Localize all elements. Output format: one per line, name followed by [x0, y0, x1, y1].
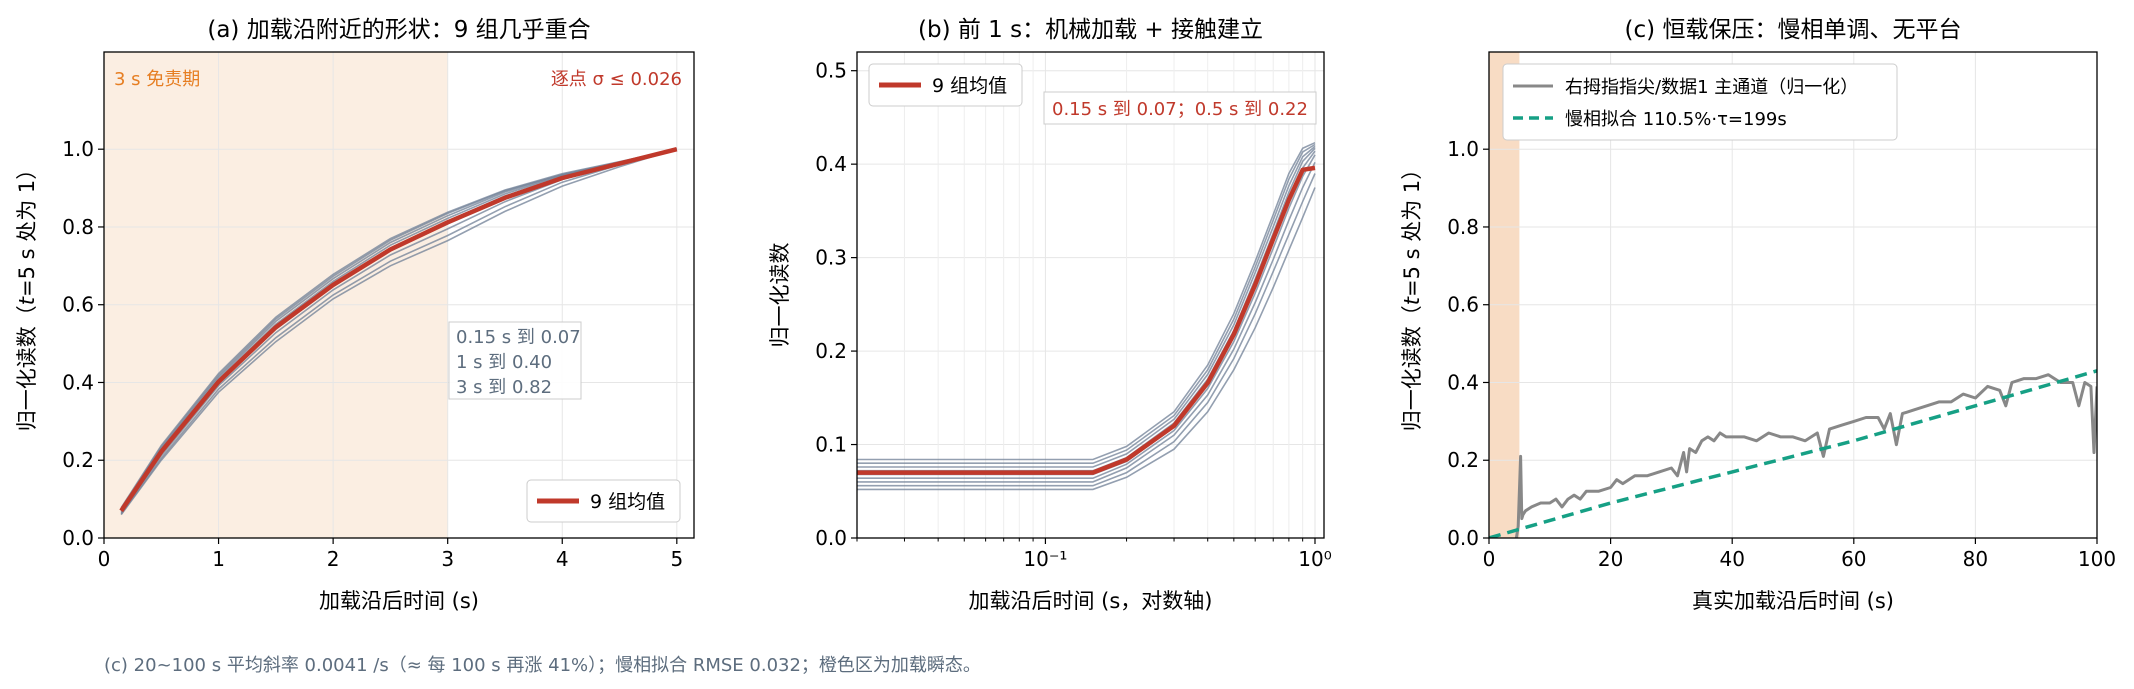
panel-title: (b) 前 1 s：机械加载 + 接触建立	[918, 17, 1263, 43]
y-tick-label: 0.4	[62, 370, 94, 394]
y-tick-label: 0.2	[62, 448, 94, 472]
corner-note-box	[1043, 91, 1317, 125]
raw-line	[1514, 373, 2097, 538]
panel-c: 0.0 0.2 0.4 0.6 0.8 1.0 0 20 40 60 80 100 (c) 恒载保压：慢…	[1400, 17, 2116, 613]
legend-box	[526, 479, 681, 523]
annotation-line: 1 s 到 0.40	[456, 352, 552, 373]
legend-box	[868, 63, 1023, 107]
group-line	[857, 143, 1316, 465]
mean-line	[857, 165, 1316, 475]
legend-label: 右拇指指尖/数据1 主通道（归一化）	[1565, 77, 1858, 98]
fit-line	[1489, 369, 2097, 538]
x-tick-label: 1	[212, 547, 225, 571]
y-tick-label: 0.8	[1447, 215, 1479, 239]
corner-note: 0.15 s 到 0.07；0.5 s 到 0.22	[1052, 99, 1308, 120]
y-tick-label: 0.3	[815, 246, 847, 270]
x-tick-label: 2	[327, 547, 340, 571]
y-tick-label: 1.0	[62, 137, 94, 161]
footnote: (c) 20~100 s 平均斜率 0.0041 /s（≈ 每 100 s 再涨…	[104, 655, 981, 676]
y-axis-label: 归一化读数	[768, 243, 792, 348]
annotation-line: 0.15 s 到 0.07	[456, 327, 581, 348]
y-tick-label: 0.6	[1447, 293, 1479, 317]
legend-label: 9 组均值	[590, 491, 665, 513]
x-tick-label: 100	[2078, 547, 2116, 571]
legend-label: 9 组均值	[932, 75, 1007, 97]
plot-frame	[103, 51, 695, 539]
group-line	[120, 148, 677, 509]
x-tick-label: 20	[1598, 547, 1623, 571]
mean-line	[119, 147, 678, 513]
x-tick-label: 3	[441, 547, 454, 571]
y-tick-label: 0.5	[815, 59, 847, 83]
corner-note: 逐点 σ ≤ 0.026	[551, 69, 682, 90]
y-tick-label: 0.0	[815, 526, 847, 550]
group-line	[857, 161, 1316, 483]
x-tick-label: 10⁻¹	[1023, 547, 1067, 571]
group-line	[120, 148, 678, 516]
y-axis-label: 归一化读数（t=5 s 处为 1）	[1400, 159, 1424, 432]
annotation-line: 3 s 到 0.82	[456, 377, 552, 398]
legend-box	[1502, 63, 1898, 141]
group-line	[857, 187, 1316, 491]
x-tick-label: 5	[670, 547, 683, 571]
y-tick-label: 0.2	[815, 339, 847, 363]
shaded-region-label: 3 s 免责期	[114, 69, 200, 90]
group-line	[120, 148, 678, 515]
y-tick-label: 0.8	[62, 215, 94, 239]
series-layer	[119, 147, 678, 516]
annotation-box	[448, 321, 582, 400]
x-axis-label: 加载沿后时间 (s，对数轴)	[968, 589, 1212, 613]
y-tick-label: 0.6	[62, 293, 94, 317]
y-axis-label: 归一化读数（t=5 s 处为 1）	[15, 159, 39, 432]
y-tick-label: 1.0	[1447, 137, 1479, 161]
x-tick-label: 60	[1841, 547, 1866, 571]
y-tick-label: 0.0	[62, 526, 94, 550]
group-line	[857, 141, 1316, 461]
panel-a: 0.0 0.2 0.4 0.6 0.8 1.0 0 1 2 3 4 5 (a) 加载沿附近的形状：9 组…	[15, 17, 695, 613]
plot-frame	[856, 51, 1325, 539]
y-tick-label: 0.4	[1447, 370, 1479, 394]
x-tick-label: 80	[1963, 547, 1988, 571]
x-tick-label: 0	[1483, 547, 1496, 571]
x-tick-label: 4	[556, 547, 569, 571]
grid	[104, 52, 694, 538]
x-tick-label: 10⁰	[1298, 547, 1331, 571]
legend-label: 慢相拟合 110.5%·τ=199s	[1565, 109, 1787, 130]
y-tick-label: 0.2	[1447, 448, 1479, 472]
x-tick-label: 0	[98, 547, 111, 571]
grid	[1489, 52, 2097, 538]
series-layer	[1489, 369, 2097, 538]
panel-title: (a) 加载沿附近的形状：9 组几乎重合	[207, 17, 590, 43]
group-line	[857, 173, 1316, 487]
group-line	[857, 154, 1316, 480]
plot-frame	[1488, 51, 2098, 539]
y-tick-label: 0.4	[815, 152, 847, 176]
x-tick-label: 40	[1719, 547, 1744, 571]
y-tick-label: 0.0	[1447, 526, 1479, 550]
panel-title: (c) 恒载保压：慢相单调、无平台	[1625, 17, 1962, 43]
grid	[857, 52, 1324, 538]
x-axis-label: 真实加载沿后时间 (s)	[1692, 589, 1894, 613]
group-line	[857, 145, 1316, 468]
x-axis-label: 加载沿后时间 (s)	[319, 589, 479, 613]
series-layer	[857, 141, 1316, 491]
panel-b: 0.0 0.1 0.2 0.3 0.4 0.5 10⁻¹ 10⁰ (b) 前 1 s：机械加载 …	[768, 17, 1332, 613]
y-tick-label: 0.1	[815, 433, 847, 457]
